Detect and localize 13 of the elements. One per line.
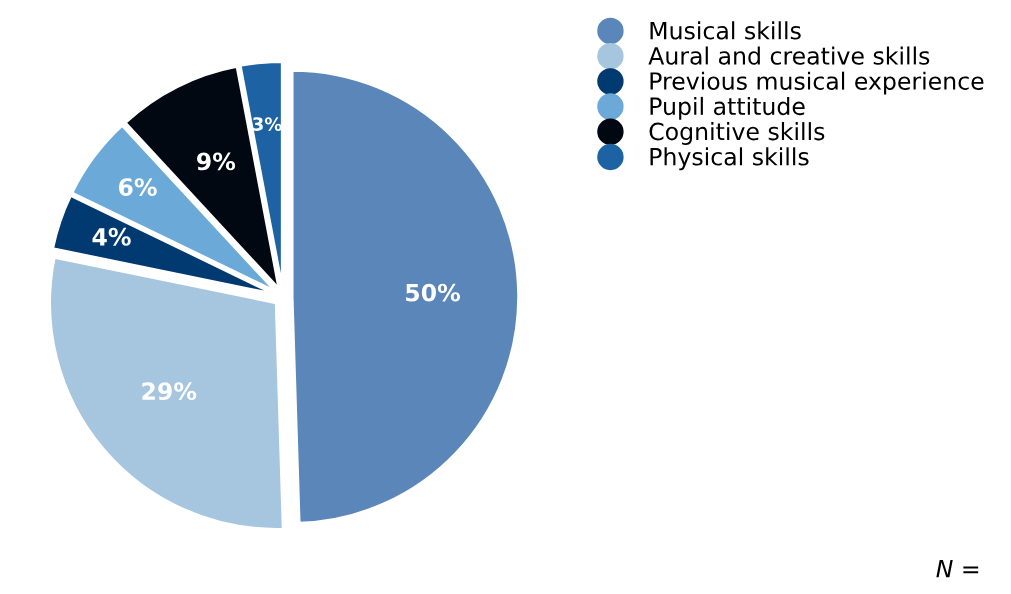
text: N = xyxy=(936,560,979,578)
data-label: 6% xyxy=(118,178,157,196)
data-label: 29% xyxy=(142,382,197,401)
data-label: 4% xyxy=(92,227,131,246)
data-label: 50% xyxy=(406,283,461,302)
data-label: 9% xyxy=(197,152,236,171)
legend-label: Musical skills xyxy=(650,21,801,40)
legend-label: Aural and creative skills xyxy=(648,46,930,65)
legend-label: Pupil attitude xyxy=(650,96,805,120)
legend-label: Previous musical experience xyxy=(650,71,984,95)
data-label: 3% xyxy=(252,117,282,131)
legend-label: Cognitive skills xyxy=(649,122,825,145)
legend-label: Physical skills xyxy=(650,147,809,171)
